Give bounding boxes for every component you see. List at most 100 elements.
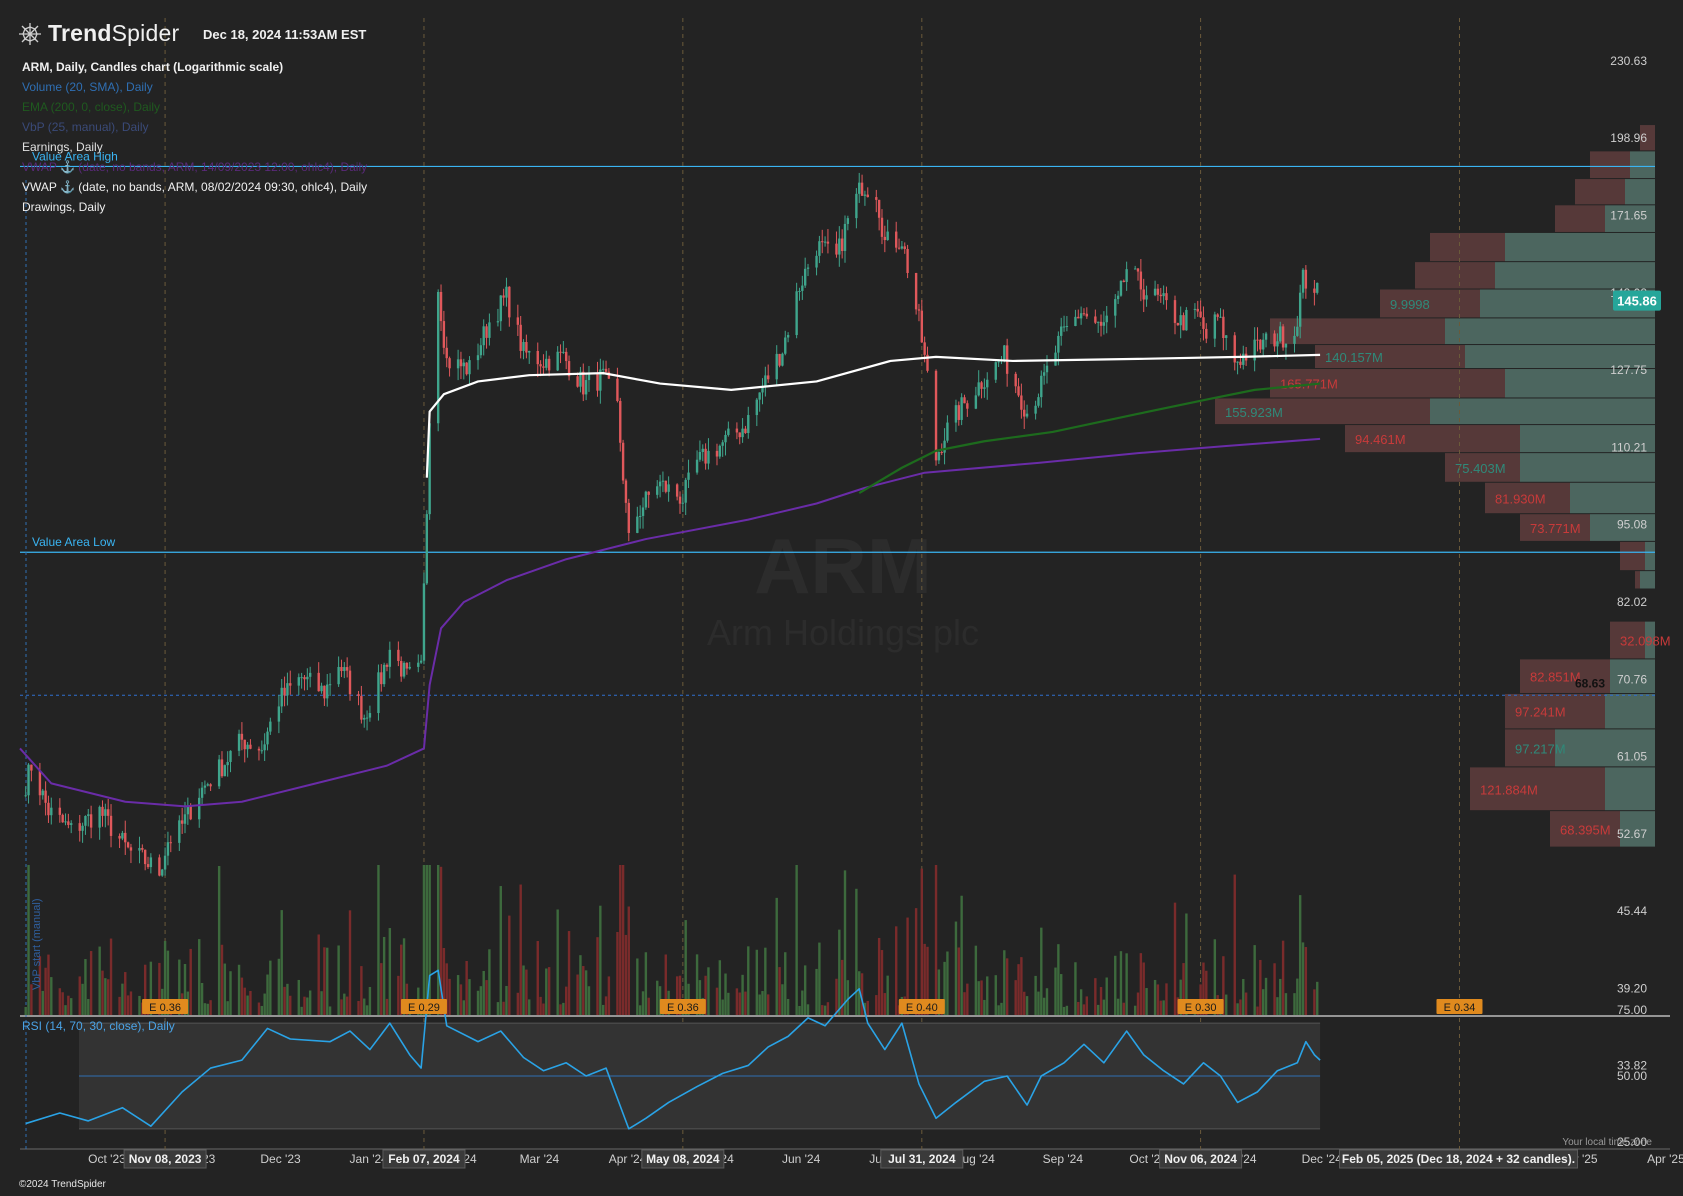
candle-body: [1259, 339, 1262, 350]
volume-bar: [1236, 1003, 1239, 1015]
legend-item[interactable]: Earnings, Daily: [22, 140, 103, 154]
earnings-badge[interactable]: [1177, 999, 1224, 1014]
candle-body: [263, 744, 266, 751]
candle-body: [1133, 268, 1137, 270]
candle-body: [24, 795, 27, 797]
legend-item[interactable]: VbP (25, manual), Daily: [22, 120, 149, 134]
earnings-date-pill[interactable]: [1159, 1149, 1243, 1169]
candle-body: [462, 362, 465, 367]
vbp-bar-up: [1610, 659, 1655, 693]
candle-body: [482, 326, 485, 346]
volume-bar: [621, 865, 625, 1015]
volume-bar: [436, 865, 440, 1015]
legend-item[interactable]: VWAP ⚓ (date, no bands, ARM, 08/02/2024 …: [22, 180, 368, 194]
volume-bar: [519, 884, 522, 1015]
volume-bar: [1281, 940, 1285, 1015]
volume-bar: [476, 990, 480, 1015]
legend-item[interactable]: EMA (200, 0, close), Daily: [22, 100, 161, 114]
earnings-badge[interactable]: [142, 999, 189, 1014]
candle-body: [178, 820, 181, 843]
volume-bar: [1085, 996, 1089, 1015]
earnings-date-pill[interactable]: [641, 1149, 725, 1169]
candle-body: [843, 223, 847, 251]
volume-panel: VbP start (manual): [24, 865, 1319, 1015]
candle-body: [1037, 397, 1040, 406]
candle-body: [297, 677, 300, 686]
vbp-bar-up: [1465, 345, 1655, 369]
volume-bar: [380, 963, 383, 1015]
vbp-start-label: VbP start (manual): [31, 898, 43, 990]
candle-body: [1316, 282, 1319, 293]
volume-bar: [647, 997, 650, 1015]
volume-bar: [505, 985, 508, 1015]
legend-item[interactable]: ARM, Daily, Candles chart (Logarithmic s…: [22, 60, 284, 74]
legend-item[interactable]: Volume (20, SMA), Daily: [22, 80, 153, 94]
volume-bar: [1244, 992, 1248, 1015]
candle-body: [200, 787, 204, 798]
candle-body: [983, 387, 986, 389]
volume-bar: [607, 976, 611, 1015]
candle-body: [124, 832, 127, 843]
volume-bar: [1082, 1004, 1086, 1015]
volume-bar: [98, 946, 101, 1015]
volume-bar: [249, 990, 252, 1015]
volume-bar: [263, 993, 266, 1015]
candle-body: [1313, 288, 1316, 293]
vbp-bar-up: [1445, 318, 1655, 345]
candle-body: [997, 361, 1000, 363]
volume-bar: [337, 945, 340, 1015]
candle-body: [1196, 308, 1199, 312]
volume-bar: [448, 978, 451, 1015]
candle-body: [943, 440, 946, 453]
indicator-overlays: [19, 353, 1321, 808]
candle-body: [343, 667, 346, 672]
last-price-badge[interactable]: [1613, 290, 1661, 311]
legend-item[interactable]: Drawings, Daily: [22, 200, 106, 214]
volume-bar: [764, 947, 767, 1015]
volume-bar: [101, 970, 104, 1015]
earnings-badge[interactable]: [659, 999, 706, 1014]
candle-body: [1239, 361, 1242, 365]
candle-body: [718, 445, 722, 457]
earnings-badge[interactable]: [898, 999, 945, 1014]
volume-bar: [801, 990, 804, 1015]
rsi-tick-label: 75.00: [1617, 1003, 1647, 1017]
earnings-badges[interactable]: E 0.36 E 0.29 E 0.36 E 0.40 E 0.30 E 0.34: [142, 999, 1483, 1014]
volume-bar: [360, 966, 363, 1015]
vbp-bar-down: [1445, 453, 1520, 482]
price-axis[interactable]: 230.63198.96171.65148.08127.75110.2195.0…: [1610, 54, 1661, 1073]
time-tick-label: Jun '24: [782, 1152, 821, 1166]
candle-body: [604, 368, 608, 372]
candle-body: [158, 857, 161, 876]
earnings-badge[interactable]: [1436, 999, 1483, 1014]
earnings-date-pill[interactable]: [880, 1149, 964, 1169]
candle-body: [858, 182, 861, 194]
volume-bar: [798, 1005, 801, 1015]
volume-bar: [803, 965, 807, 1015]
legend-item[interactable]: VWAP ⚓ (date, no bands, ARM, 14/09/2023 …: [22, 160, 368, 174]
candle-body: [442, 321, 446, 348]
candle-body: [422, 583, 426, 661]
earnings-date-pill[interactable]: [382, 1149, 466, 1169]
earnings-date-pill[interactable]: [123, 1149, 207, 1169]
rsi-title: RSI (14, 70, 30, close), Daily: [22, 1019, 175, 1033]
volume-bar: [886, 975, 889, 1015]
price-candles[interactable]: [24, 172, 1319, 877]
volume-bar: [1205, 970, 1208, 1015]
candle-body: [1293, 335, 1296, 344]
earnings-badge[interactable]: [400, 999, 447, 1014]
candle-body: [1057, 335, 1060, 353]
candle-body: [126, 842, 130, 848]
candle-body: [345, 667, 349, 671]
candle-body: [465, 362, 468, 375]
rsi-panel[interactable]: RSI (14, 70, 30, close), Daily 75.00 50.00…: [22, 969, 1652, 1149]
volume-bar: [766, 994, 770, 1015]
volume-bar: [138, 995, 141, 1015]
earnings-date-label: Feb 05, 2025 (Dec 18, 2024 + 32 candles)…: [1342, 1152, 1575, 1166]
watermark-company: Arm Holdings plc: [707, 612, 979, 653]
earnings-date-pill[interactable]: [1338, 1149, 1578, 1169]
vbp-bar-down: [1620, 541, 1645, 571]
volume-bar: [724, 973, 727, 1015]
